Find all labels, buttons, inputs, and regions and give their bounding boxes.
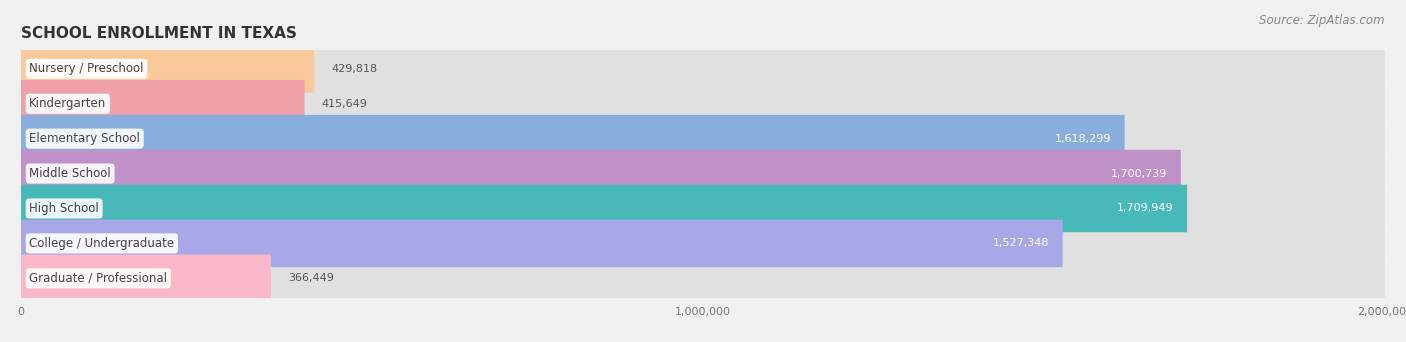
Text: SCHOOL ENROLLMENT IN TEXAS: SCHOOL ENROLLMENT IN TEXAS	[21, 26, 297, 41]
FancyBboxPatch shape	[21, 150, 1181, 197]
Text: Graduate / Professional: Graduate / Professional	[30, 272, 167, 285]
FancyBboxPatch shape	[21, 185, 1385, 232]
FancyBboxPatch shape	[21, 45, 1385, 93]
FancyBboxPatch shape	[21, 254, 271, 302]
FancyBboxPatch shape	[21, 115, 1385, 162]
FancyBboxPatch shape	[21, 254, 1385, 302]
FancyBboxPatch shape	[21, 80, 1385, 128]
Text: 1,709,949: 1,709,949	[1116, 203, 1174, 213]
Text: 366,449: 366,449	[288, 273, 333, 283]
Text: 415,649: 415,649	[322, 99, 367, 109]
Text: Elementary School: Elementary School	[30, 132, 141, 145]
FancyBboxPatch shape	[21, 185, 1187, 232]
Text: 1,618,299: 1,618,299	[1054, 134, 1111, 144]
Text: Kindergarten: Kindergarten	[30, 97, 107, 110]
Text: 1,527,348: 1,527,348	[993, 238, 1049, 248]
Text: 429,818: 429,818	[332, 64, 377, 74]
Text: High School: High School	[30, 202, 98, 215]
FancyBboxPatch shape	[21, 150, 1385, 197]
Text: College / Undergraduate: College / Undergraduate	[30, 237, 174, 250]
FancyBboxPatch shape	[21, 220, 1063, 267]
Text: Nursery / Preschool: Nursery / Preschool	[30, 62, 143, 75]
FancyBboxPatch shape	[21, 115, 1125, 162]
FancyBboxPatch shape	[21, 45, 314, 93]
FancyBboxPatch shape	[21, 80, 305, 128]
FancyBboxPatch shape	[21, 220, 1385, 267]
Text: Source: ZipAtlas.com: Source: ZipAtlas.com	[1260, 14, 1385, 27]
Text: Middle School: Middle School	[30, 167, 111, 180]
Text: 1,700,739: 1,700,739	[1111, 169, 1167, 179]
